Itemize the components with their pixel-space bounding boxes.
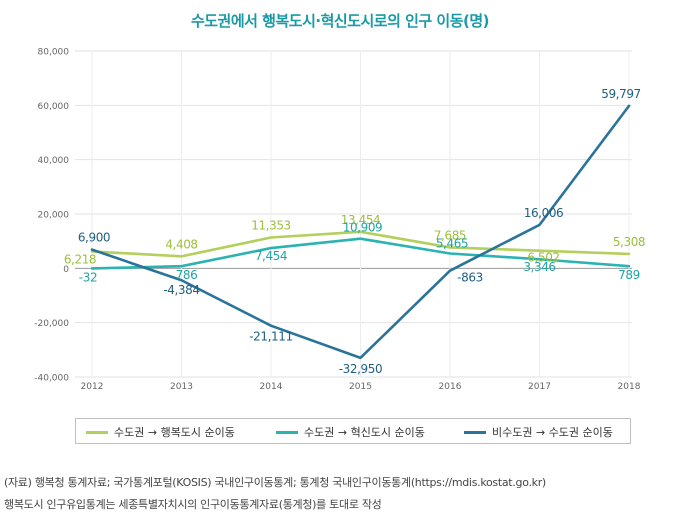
series-line-innovation-city	[90, 237, 631, 270]
series-line-non-capital	[90, 104, 631, 360]
data-label-innovation-city: 7,454	[255, 249, 287, 263]
y-tick-label: 40,000	[38, 156, 70, 166]
legend-swatch-non-capital	[464, 430, 486, 434]
x-tick-label: 2013	[170, 382, 193, 392]
data-label-innovation-city: 3,346	[523, 260, 555, 274]
x-tick-label: 2018	[618, 382, 641, 392]
legend-item-non-capital: 비수도권 → 수도권 순이동	[464, 424, 613, 440]
data-label-innovation-city: -32	[79, 270, 97, 284]
x-tick-label: 2017	[528, 382, 551, 392]
legend-swatch-innovation-city	[276, 430, 298, 434]
legend-label-happy-city: 수도권 → 행복도시 순이동	[114, 426, 235, 439]
data-label-non-capital: -4,384	[163, 283, 199, 297]
legend-item-happy-city: 수도권 → 행복도시 순이동	[86, 424, 235, 440]
legend-label-innovation-city: 수도권 → 혁신도시 순이동	[304, 426, 425, 439]
source-note-1: (자료) 행복청 통계자료; 국가통계포털(KOSIS) 국내인구이동통계; 통…	[4, 476, 546, 489]
y-tick-label: -40,000	[34, 374, 69, 384]
y-tick-label: 80,000	[38, 48, 70, 58]
data-label-innovation-city: 10,909	[343, 221, 383, 235]
data-label-happy-city: 6,218	[64, 252, 96, 266]
data-label-happy-city: 4,408	[165, 237, 197, 251]
legend-swatch-happy-city	[86, 430, 108, 434]
series-lines	[90, 104, 631, 360]
data-label-non-capital: -863	[457, 271, 483, 285]
data-label-innovation-city: 786	[176, 268, 198, 282]
y-axis: -40,000 -20,000 0 20,000 40,000 60,000 80,000	[34, 48, 69, 384]
data-label-happy-city: 7,685	[434, 228, 466, 242]
data-label-innovation-city: 5,465	[436, 236, 468, 250]
source-notes: (자료) 행복청 통계자료; 국가통계포털(KOSIS) 국내인구이동통계; 통…	[4, 472, 676, 516]
data-labels: 6,218 4,408 11,353 13,454 7,685 6,502 5,308 -32…	[64, 87, 646, 376]
data-label-non-capital: -21,111	[249, 330, 293, 344]
source-note-2: 행복도시 인구유입통계는 세종특별자치시의 인구이동통계자료(통계청)를 토대로…	[4, 498, 382, 511]
data-label-non-capital: 6,900	[78, 231, 110, 245]
data-label-non-capital: -32,950	[339, 362, 383, 376]
data-label-happy-city: 13,454	[341, 213, 381, 227]
data-label-innovation-city: 789	[618, 268, 640, 282]
grid-lines	[75, 50, 632, 378]
y-tick-label: 20,000	[38, 211, 70, 221]
x-tick-label: 2015	[349, 382, 372, 392]
legend: 수도권 → 행복도시 순이동 수도권 → 혁신도시 순이동 비수도권 → 수도권…	[75, 418, 631, 444]
y-tick-label: -20,000	[34, 319, 69, 329]
data-label-non-capital: 16,006	[524, 206, 564, 220]
x-tick-label: 2016	[439, 382, 462, 392]
x-axis: 2012 2013 2014 2015 2016 2017 2018	[81, 382, 641, 392]
legend-label-non-capital: 비수도권 → 수도권 순이동	[492, 426, 613, 439]
x-tick-label: 2012	[81, 382, 104, 392]
y-tick-label: 0	[63, 265, 69, 275]
data-label-non-capital: 59,797	[601, 87, 641, 101]
series-line-happy-city	[90, 230, 631, 258]
y-tick-label: 60,000	[38, 102, 70, 112]
x-tick-label: 2014	[260, 382, 283, 392]
data-label-happy-city: 5,308	[613, 235, 645, 249]
chart-title: 수도권에서 행복도시·혁신도시로의 인구 이동(명)	[190, 12, 490, 30]
legend-item-innovation-city: 수도권 → 혁신도시 순이동	[276, 424, 425, 440]
data-label-happy-city: 11,353	[251, 218, 291, 232]
data-label-happy-city: 6,502	[527, 251, 559, 265]
